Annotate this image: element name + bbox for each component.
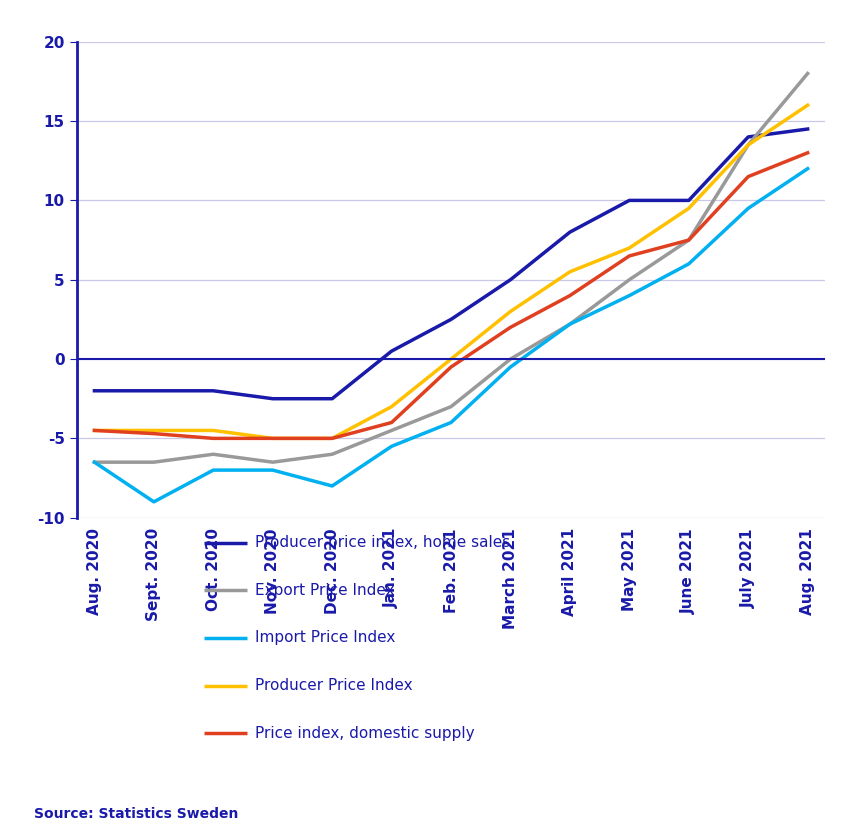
Producer Price Index <box>802 100 813 110</box>
Import Price Index <box>683 259 694 269</box>
Import Price Index <box>208 465 219 475</box>
Producer price index, home sales <box>267 394 277 404</box>
Price index, domestic supply <box>802 148 813 158</box>
Producer price index, home sales <box>683 195 694 205</box>
Producer Price Index <box>267 433 277 443</box>
Producer Price Index <box>386 402 397 412</box>
Export Price Index <box>149 458 159 468</box>
Price index, domestic supply <box>327 433 337 443</box>
Export Price Index <box>386 426 397 436</box>
Export Price Index <box>267 458 277 468</box>
Producer price index, home sales <box>802 124 813 134</box>
Producer Price Index <box>743 139 753 150</box>
Producer Price Index <box>208 426 219 436</box>
Price index, domestic supply <box>149 428 159 438</box>
Import Price Index <box>89 458 100 468</box>
Text: Source: Statistics Sweden: Source: Statistics Sweden <box>34 807 238 822</box>
Producer price index, home sales <box>446 315 456 325</box>
Producer price index, home sales <box>327 394 337 404</box>
Export Price Index <box>802 68 813 78</box>
Import Price Index <box>327 481 337 491</box>
Price index, domestic supply <box>625 250 635 261</box>
Producer price index, home sales <box>505 275 516 285</box>
Producer Price Index <box>446 354 456 364</box>
Price index, domestic supply <box>386 418 397 428</box>
Price index, domestic supply <box>683 235 694 245</box>
Producer price index, home sales <box>625 195 635 205</box>
Import Price Index <box>802 164 813 174</box>
Import Price Index <box>149 497 159 507</box>
Export Price Index <box>446 402 456 412</box>
Import Price Index <box>446 418 456 428</box>
Price index, domestic supply <box>89 426 100 436</box>
Line: Price index, domestic supply: Price index, domestic supply <box>94 153 808 438</box>
Price index, domestic supply <box>208 433 219 443</box>
Line: Import Price Index: Import Price Index <box>94 169 808 502</box>
Text: Price index, domestic supply: Price index, domestic supply <box>255 726 475 741</box>
Export Price Index <box>89 458 100 468</box>
Import Price Index <box>505 362 516 372</box>
Text: Import Price Index: Import Price Index <box>255 630 396 645</box>
Export Price Index <box>565 319 575 329</box>
Line: Producer Price Index: Producer Price Index <box>94 105 808 438</box>
Export Price Index <box>625 275 635 285</box>
Producer price index, home sales <box>89 386 100 396</box>
Line: Producer price index, home sales: Producer price index, home sales <box>94 129 808 399</box>
Producer Price Index <box>565 267 575 277</box>
Export Price Index <box>743 139 753 150</box>
Import Price Index <box>386 441 397 451</box>
Price index, domestic supply <box>267 433 277 443</box>
Producer price index, home sales <box>149 386 159 396</box>
Line: Export Price Index: Export Price Index <box>94 73 808 463</box>
Price index, domestic supply <box>743 171 753 181</box>
Producer price index, home sales <box>386 346 397 356</box>
Price index, domestic supply <box>505 322 516 332</box>
Export Price Index <box>505 354 516 364</box>
Producer price index, home sales <box>208 386 219 396</box>
Export Price Index <box>327 449 337 459</box>
Import Price Index <box>743 203 753 213</box>
Text: Export Price Index: Export Price Index <box>255 583 395 598</box>
Price index, domestic supply <box>446 362 456 372</box>
Producer price index, home sales <box>743 132 753 142</box>
Import Price Index <box>267 465 277 475</box>
Producer Price Index <box>327 433 337 443</box>
Text: Producer price index, home sales: Producer price index, home sales <box>255 535 511 550</box>
Producer Price Index <box>149 426 159 436</box>
Producer price index, home sales <box>565 227 575 237</box>
Producer Price Index <box>89 426 100 436</box>
Text: Producer Price Index: Producer Price Index <box>255 678 413 693</box>
Export Price Index <box>208 449 219 459</box>
Producer Price Index <box>683 203 694 213</box>
Price index, domestic supply <box>565 291 575 301</box>
Producer Price Index <box>505 306 516 316</box>
Import Price Index <box>565 319 575 329</box>
Import Price Index <box>625 291 635 301</box>
Export Price Index <box>683 235 694 245</box>
Producer Price Index <box>625 243 635 253</box>
